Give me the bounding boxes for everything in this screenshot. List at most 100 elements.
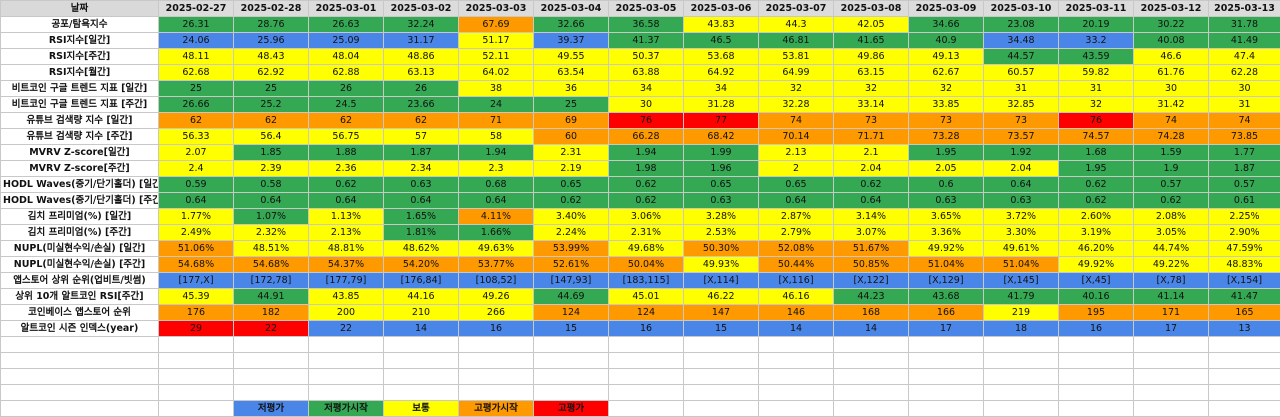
empty-cell[interactable] [684,401,759,417]
empty-cell[interactable] [684,353,759,369]
value-cell[interactable]: 1.07% [234,209,309,225]
value-cell[interactable]: 18 [984,321,1059,337]
value-cell[interactable]: 2.34 [384,161,459,177]
value-cell[interactable]: 50.44% [759,257,834,273]
value-cell[interactable]: 26 [384,81,459,97]
value-cell[interactable]: 176 [159,305,234,321]
value-cell[interactable]: 46.5 [684,33,759,49]
value-cell[interactable]: 2.4 [159,161,234,177]
value-cell[interactable]: 1.81% [384,225,459,241]
empty-cell[interactable] [1059,385,1134,401]
value-cell[interactable]: [X,114] [684,273,759,289]
empty-cell[interactable] [159,401,234,417]
value-cell[interactable]: 2.31 [534,145,609,161]
value-cell[interactable]: 1.87 [1209,161,1280,177]
value-cell[interactable]: 32 [759,81,834,97]
value-cell[interactable]: 2.31% [609,225,684,241]
value-cell[interactable]: 74 [1134,113,1209,129]
value-cell[interactable]: 16 [1059,321,1134,337]
value-cell[interactable]: 63.54 [534,65,609,81]
value-cell[interactable]: 49.61% [984,241,1059,257]
value-cell[interactable]: 31.78 [1209,17,1280,33]
value-cell[interactable]: 73 [984,113,1059,129]
value-cell[interactable]: [X,45] [1059,273,1134,289]
value-cell[interactable]: 0.62 [834,177,909,193]
value-cell[interactable]: 30 [1134,81,1209,97]
empty-cell[interactable] [534,385,609,401]
value-cell[interactable]: 1.92 [984,145,1059,161]
value-cell[interactable]: 2 [759,161,834,177]
row-label-cell[interactable]: 유튜브 검색량 지수 [주간] [1,129,159,145]
value-cell[interactable]: 2.19 [534,161,609,177]
empty-cell[interactable] [1,353,159,369]
date-header-cell[interactable]: 2025-03-01 [309,1,384,17]
date-header-cell[interactable]: 2025-03-06 [684,1,759,17]
value-cell[interactable]: 25 [534,97,609,113]
value-cell[interactable]: 30.22 [1134,17,1209,33]
value-cell[interactable]: 52.11 [459,49,534,65]
empty-cell[interactable] [1209,401,1280,417]
row-label-cell[interactable]: MVRV Z-score[주간] [1,161,159,177]
value-cell[interactable]: 0.62 [309,177,384,193]
value-cell[interactable]: 51.17 [459,33,534,49]
date-header-cell[interactable]: 2025-03-04 [534,1,609,17]
value-cell[interactable]: 32.28 [759,97,834,113]
empty-cell[interactable] [1,369,159,385]
date-header-cell[interactable]: 2025-03-07 [759,1,834,17]
value-cell[interactable]: 0.64 [459,193,534,209]
value-cell[interactable]: 34 [684,81,759,97]
date-header-cell[interactable]: 2025-03-08 [834,1,909,17]
value-cell[interactable]: 48.11 [159,49,234,65]
value-cell[interactable]: [X,145] [984,273,1059,289]
date-header-cell[interactable]: 2025-03-02 [384,1,459,17]
value-cell[interactable]: 1.13% [309,209,384,225]
empty-cell[interactable] [234,337,309,353]
value-cell[interactable]: 41.49 [1209,33,1280,49]
empty-cell[interactable] [1134,369,1209,385]
value-cell[interactable]: 43.68 [909,289,984,305]
row-label-cell[interactable]: NUPL(미실현수익/손실) [주간] [1,257,159,273]
value-cell[interactable]: 0.59 [159,177,234,193]
value-cell[interactable]: 25 [234,81,309,97]
empty-cell[interactable] [309,385,384,401]
empty-cell[interactable] [984,401,1059,417]
value-cell[interactable]: 24.5 [309,97,384,113]
value-cell[interactable]: [X,78] [1134,273,1209,289]
value-cell[interactable]: 46.20% [1059,241,1134,257]
empty-cell[interactable] [234,369,309,385]
value-cell[interactable]: 25.96 [234,33,309,49]
row-label-cell[interactable]: 코인베이스 앱스토어 순위 [1,305,159,321]
empty-cell[interactable] [309,353,384,369]
empty-cell[interactable] [909,337,984,353]
value-cell[interactable]: 1.88 [309,145,384,161]
value-cell[interactable]: 48.86 [384,49,459,65]
row-label-cell[interactable]: RSI지수[주간] [1,49,159,65]
value-cell[interactable]: 45.39 [159,289,234,305]
value-cell[interactable]: [176,84] [384,273,459,289]
empty-cell[interactable] [834,385,909,401]
date-header-cell[interactable]: 2025-03-09 [909,1,984,17]
value-cell[interactable]: 74.28 [1134,129,1209,145]
value-cell[interactable]: 28.76 [234,17,309,33]
value-cell[interactable]: 1.59 [1134,145,1209,161]
value-cell[interactable]: 0.64 [834,193,909,209]
empty-cell[interactable] [909,369,984,385]
value-cell[interactable]: 0.65 [534,177,609,193]
value-cell[interactable]: 40.9 [909,33,984,49]
value-cell[interactable]: 2.24% [534,225,609,241]
value-cell[interactable]: 146 [759,305,834,321]
value-cell[interactable]: [X,129] [909,273,984,289]
value-cell[interactable]: 64.99 [759,65,834,81]
value-cell[interactable]: 0.62 [1134,193,1209,209]
row-label-cell[interactable]: RSI지수[일간] [1,33,159,49]
value-cell[interactable]: 0.63 [684,193,759,209]
value-cell[interactable]: 46.6 [1134,49,1209,65]
value-cell[interactable]: 34 [609,81,684,97]
value-cell[interactable]: 1.87 [384,145,459,161]
empty-cell[interactable] [609,353,684,369]
value-cell[interactable]: 3.07% [834,225,909,241]
value-cell[interactable]: 0.57 [1134,177,1209,193]
value-cell[interactable]: 60.57 [984,65,1059,81]
value-cell[interactable]: 56.4 [234,129,309,145]
empty-cell[interactable] [384,337,459,353]
